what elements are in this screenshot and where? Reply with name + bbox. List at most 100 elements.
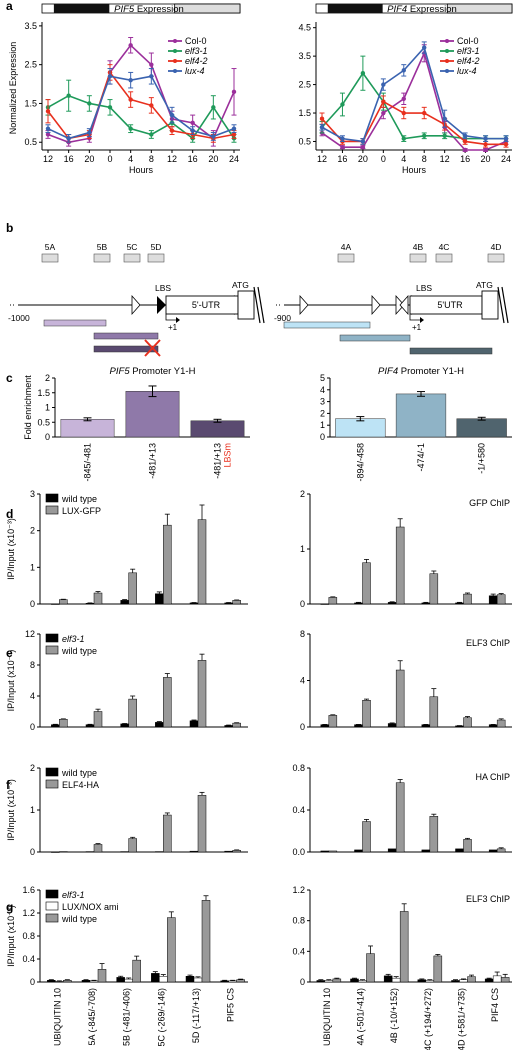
chip-title: GFP ChIP <box>469 498 510 508</box>
category-label: -894/-458 <box>355 443 365 482</box>
chip-bar <box>358 980 367 983</box>
chip-chart-f-left: 0 1 2 IP/Input (x10⁻³) wild type ELF4-HA <box>6 763 248 857</box>
data-point <box>66 93 71 98</box>
legend-marker <box>445 69 449 73</box>
chip-bar <box>189 602 199 605</box>
data-point <box>462 133 468 138</box>
break-mark <box>253 286 261 324</box>
panel-label-e: e <box>6 646 13 660</box>
data-point <box>360 139 366 144</box>
x-tick-label: 12 <box>317 154 327 164</box>
category-label: -481/+13 <box>213 443 223 479</box>
y-tick-label: 0 <box>300 599 305 609</box>
data-point <box>169 112 175 118</box>
y-tick-label: 1 <box>300 544 305 554</box>
chip-bar <box>232 722 241 728</box>
legend-swatch <box>45 779 59 789</box>
tss-arrowhead <box>176 317 180 323</box>
y-tick-label: 8 <box>30 660 35 670</box>
y-tick-label: 1.2 <box>22 908 35 918</box>
chip-bar <box>51 851 60 853</box>
chip-bar <box>197 795 207 853</box>
gene-box <box>481 290 499 320</box>
legend-label: elf3-1 <box>62 890 85 900</box>
fragment-box <box>93 253 111 263</box>
legend-label: lux-4 <box>457 66 477 76</box>
lbs-mutation-x <box>144 339 161 357</box>
chip-bar <box>128 838 137 853</box>
legend-label: Col-0 <box>185 36 207 46</box>
category-label: PIF5 CS <box>226 988 236 1022</box>
promoter-start-label: -900 <box>274 313 291 323</box>
data-point <box>149 62 154 67</box>
chip-title: ELF3 ChIP <box>466 894 510 904</box>
data-point <box>340 136 345 141</box>
pif5-promoter: -1000 5A 5B 5C 5D LBS 5'-UTR ATG +1 <box>8 242 265 353</box>
chip-bar <box>59 599 68 605</box>
chip-bar <box>159 976 168 983</box>
chip-bar <box>500 977 510 983</box>
y-tick-label: 1 <box>320 420 325 430</box>
y-tick-label: 1.5 <box>37 388 50 398</box>
chip-bar <box>120 723 129 728</box>
lbs-label: LBS <box>416 283 432 293</box>
chip-bar <box>391 977 401 983</box>
series-line-1 <box>321 71 506 140</box>
atg-label: ATG <box>476 280 493 290</box>
x-tick-label: 4 <box>128 154 133 164</box>
tss-arrow <box>165 314 176 321</box>
x-axis-label: Hours <box>402 165 427 175</box>
legend-label: wild type <box>61 646 97 656</box>
panel-label-d: d <box>6 507 13 521</box>
y1h-chart-2: PIF5 Promoter Y1-H 0 0.5 1 1.5 2 -845/-481 -481… <box>23 366 250 482</box>
chip-bar <box>155 851 164 853</box>
chip-bar <box>228 980 237 983</box>
category-label: 4D (+581/+735) <box>457 988 467 1050</box>
data-point <box>190 128 195 133</box>
chip-bar <box>484 978 494 983</box>
fragment-label: 5B <box>97 242 108 252</box>
category-label: 5B (-481/-406) <box>122 988 132 1046</box>
category-sublabel: LBSm <box>223 443 233 468</box>
x-tick-label: 20 <box>481 154 491 164</box>
chip-title: ELF3 ChIP <box>466 638 510 648</box>
tss-arrow <box>409 314 420 321</box>
data-point <box>149 132 154 137</box>
x-tick-label: 20 <box>208 154 218 164</box>
chip-bar <box>383 975 393 983</box>
chip-bar <box>232 850 241 853</box>
y-tick-label: 2 <box>300 489 305 499</box>
legend-swatch <box>45 633 59 643</box>
legend-swatch <box>45 505 59 515</box>
data-point <box>231 132 237 137</box>
data-point <box>45 126 51 131</box>
chip-bar <box>93 844 103 853</box>
series-line-3 <box>321 45 506 143</box>
chip-bar <box>496 594 506 605</box>
x-tick-label: 12 <box>167 154 177 164</box>
x-tick-label: 12 <box>440 154 450 164</box>
chip-bar <box>492 975 502 983</box>
y-tick-label: 0 <box>30 977 35 987</box>
legend-swatch <box>45 767 59 777</box>
y-tick-label: 0.5 <box>24 137 37 147</box>
y-tick-label: 8 <box>300 629 305 639</box>
y1h-bar <box>125 391 180 438</box>
data-point <box>45 109 51 114</box>
fragment-box <box>435 253 453 263</box>
data-point <box>319 116 325 121</box>
fragment-box <box>147 253 165 263</box>
chip-bar <box>387 848 397 853</box>
data-point <box>149 74 154 79</box>
data-point <box>422 110 427 116</box>
chip-bar <box>163 814 172 853</box>
chip-bar <box>421 724 431 728</box>
chip-bar <box>89 980 99 983</box>
category-label: 4B (-10/+152) <box>389 988 399 1043</box>
chip-bar <box>63 980 72 983</box>
data-point <box>381 82 386 87</box>
chip-bar <box>496 848 506 853</box>
y-tick-label: 1 <box>45 403 50 413</box>
photoperiod-night <box>53 4 110 13</box>
panel-label-f: f <box>6 778 11 792</box>
